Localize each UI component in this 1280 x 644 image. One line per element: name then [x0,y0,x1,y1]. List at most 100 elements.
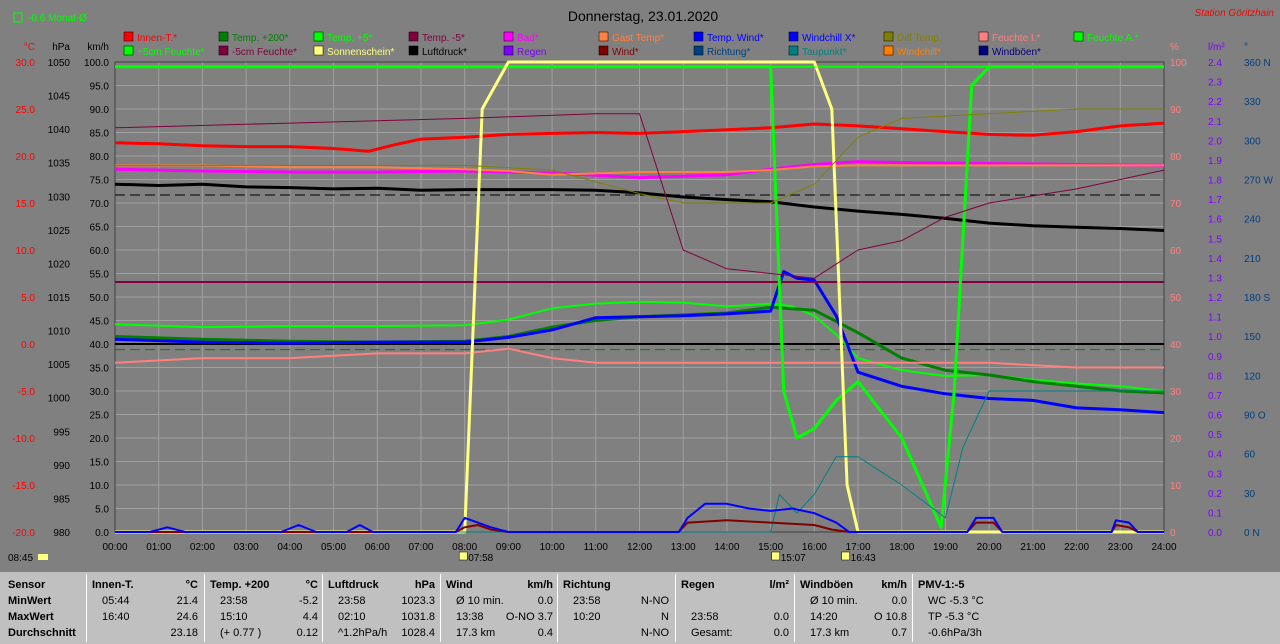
axis-tick-humidity: 100 [1170,58,1187,69]
axis-tick-wind: 5.0 [95,505,109,516]
x-tick-label: 10:00 [540,542,565,553]
legend-label: Windchill* [897,47,941,58]
stats-value: 0.4 [537,627,553,639]
x-tick-label: 15:00 [758,542,783,553]
axis-tick-pressure: 1035 [48,159,71,170]
x-tick-label: 03:00 [234,542,259,553]
axis-tick-rain: 0.9 [1208,352,1222,363]
stats-time: 17.3 km [810,627,850,639]
stats-value: 24.6 [176,611,198,623]
stats-value: 0.0 [773,627,789,639]
legend-swatch [313,45,324,56]
stats-time: 10:20 [573,611,601,623]
legend-swatch [218,45,229,56]
stats-separator [794,574,795,642]
axis-tick-wind: 45.0 [90,317,110,328]
axis-tick-humidity: 50 [1170,293,1182,304]
stats-section-unit: km/h [881,579,907,591]
stats-value: N [661,611,669,623]
axis-unit-temp: °C [24,42,35,53]
series-line [115,390,1164,533]
legend-swatch [978,31,989,42]
stats-section-title: PMV-1:-5 [918,579,965,591]
stats-time: Ø 10 min. [810,595,858,607]
x-tick-label: 08:00 [452,542,477,553]
marker-sunset-label: 16:43 [851,553,876,564]
axis-tick-rain: 2.2 [1208,97,1222,108]
legend-swatch [408,31,419,42]
axis-tick-wind: 80.0 [90,152,110,163]
x-tick-label: 02:00 [190,542,215,553]
stats-value: O-NO 3.7 [505,611,553,623]
axis-tick-pressure: 980 [53,528,70,539]
stats-time: 23:58 [338,595,366,607]
axis-tick-rain: 1.4 [1208,254,1222,265]
trend-icon [13,12,23,23]
stats-value: N-NO [640,595,669,607]
stats-value: O 10.8 [873,611,907,623]
axis-tick-wind: 95.0 [90,82,110,93]
legend-label: Sonnenschein* [327,47,394,58]
x-tick-label: 20:00 [977,542,1002,553]
station-name: Station Göritzhain [1195,8,1275,19]
stats-time: 02:10 [338,611,366,623]
x-tick-label: 06:00 [365,542,390,553]
legend-swatch [218,31,229,42]
stats-section-unit: km/h [527,579,553,591]
axis-tick-rain: 1.9 [1208,156,1222,167]
axis-tick-rain: 1.8 [1208,176,1222,187]
legend-swatch [598,45,609,56]
axis-tick-humidity: 70 [1170,199,1182,210]
stats-time: 16:40 [102,611,130,623]
axis-tick-wind: 40.0 [90,340,110,351]
stats-section-title: Regen [681,579,715,591]
axis-tick-rain: 2.0 [1208,136,1222,147]
axis-tick-pressure: 995 [53,427,70,438]
axis-tick-rain: 0.8 [1208,371,1222,382]
legend-swatch [123,31,134,42]
legend-label: Bad* [517,33,539,44]
legend-swatch [978,45,989,56]
axis-tick-rain: 2.1 [1208,117,1222,128]
axis-tick-temp: -20.0 [12,528,35,539]
series-line [114,347,1164,369]
legend-swatch [883,31,894,42]
legend-label: Temp. +5* [327,33,372,44]
stats-value: -5.2 [299,595,318,607]
axis-tick-direction: 150 [1244,332,1261,343]
axis-tick-pressure: 1010 [48,327,71,338]
axis-tick-direction: 240 [1244,215,1261,226]
axis-tick-direction: 90 O [1244,411,1266,422]
legend-label: Gast Temp* [612,33,664,44]
trend-label: -0.6 Monat-Ø [28,13,87,24]
series-line [115,164,1164,176]
axis-tick-rain: 0.6 [1208,411,1222,422]
series-line [115,60,1164,534]
axis-tick-temp: -10.0 [12,434,35,445]
legend-label: -5cm Feuchte* [232,47,297,58]
axis-tick-wind: 100.0 [84,58,109,69]
stats-time: Ø 10 min. [456,595,504,607]
stats-time: 23:58 [220,595,248,607]
axis-tick-wind: 85.0 [90,129,110,140]
x-tick-label: 00:00 [102,542,127,553]
stats-separator [86,574,87,642]
axis-unit-direction: ° [1244,42,1248,53]
axis-tick-direction: 30 [1244,489,1256,500]
axis-tick-humidity: 10 [1170,481,1182,492]
stats-time: (+ 0.77 ) [220,627,262,639]
legend-label: Wind* [612,47,639,58]
chart-series [114,60,1165,534]
axis-tick-temp: 20.0 [16,152,36,163]
stats-section-title: Wind [446,579,473,591]
legend-swatch [883,45,894,56]
stats-row-label: Sensor [8,579,46,591]
axis-tick-wind: 30.0 [90,387,110,398]
stats-value: 1031.8 [401,611,435,623]
series-line [115,502,1164,533]
stats-time: ^1.2hPa/h [338,627,388,639]
series-line [114,270,1165,415]
marker-sunrise-label: 07:58 [468,553,493,564]
legend-label: Diff Temp. [897,33,942,44]
stats-separator [675,574,676,642]
